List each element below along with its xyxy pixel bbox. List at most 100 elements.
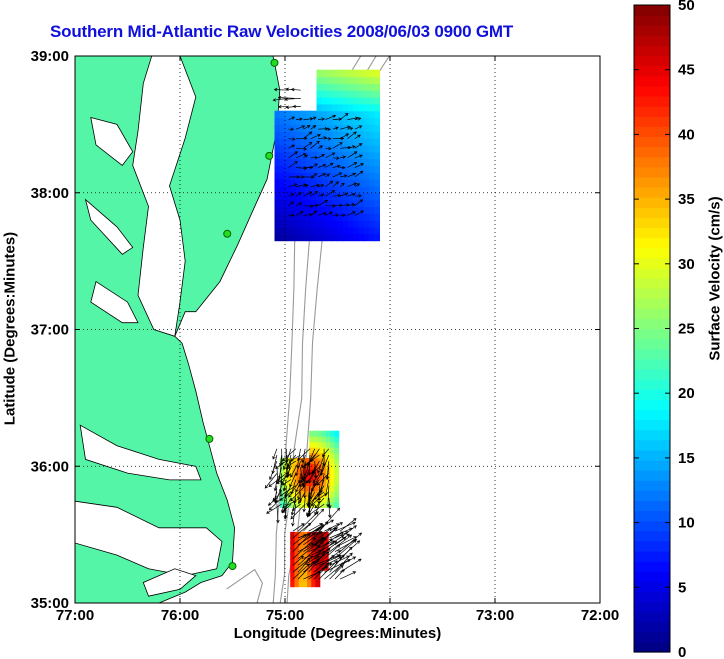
velocity-cell [306, 233, 312, 242]
colorbar-band [634, 308, 670, 319]
velocity-cell [290, 158, 296, 166]
velocity-cell [369, 131, 375, 139]
velocity-arrow [282, 479, 287, 492]
velocity-arrow [291, 503, 301, 511]
velocity-cell [296, 501, 302, 508]
velocity-cell [305, 490, 310, 497]
velocity-cell [285, 220, 291, 228]
velocity-cell [274, 233, 281, 242]
velocity-cell [321, 199, 328, 207]
velocity-cell [369, 158, 375, 166]
velocity-cell [311, 192, 317, 201]
velocity-cell [358, 138, 365, 146]
velocity-cell [311, 570, 317, 577]
velocity-cell [330, 452, 335, 459]
velocity-cell [311, 172, 317, 180]
velocity-cell [363, 213, 370, 221]
velocity-cell [300, 151, 307, 160]
velocity-cell [311, 158, 317, 166]
velocity-cell [295, 233, 302, 242]
colorbar-band [634, 207, 670, 218]
velocity-cell [315, 559, 321, 566]
velocity-cell [315, 570, 321, 577]
velocity-cell [334, 463, 340, 470]
velocity-cell [369, 83, 375, 91]
velocity-cell [348, 165, 354, 173]
velocity-arrow [317, 479, 325, 497]
velocity-cell [321, 76, 328, 84]
velocity-arrow [292, 555, 304, 566]
velocity-arrow [325, 180, 334, 187]
velocity-arrow [288, 127, 295, 132]
velocity-cell [353, 131, 359, 139]
velocity-arrow [303, 141, 313, 149]
velocity-cell [358, 165, 365, 173]
velocity-arrow [272, 448, 278, 460]
velocity-cell [353, 103, 359, 112]
velocity-cell [290, 110, 296, 119]
velocity-arrow [288, 137, 296, 141]
velocity-cell [317, 485, 323, 492]
velocity-cell [332, 192, 338, 201]
velocity-cell [374, 90, 380, 98]
velocity-cell [313, 490, 319, 497]
velocity-cell [279, 199, 286, 207]
velocity-arrow [295, 202, 303, 207]
velocity-cell [311, 226, 317, 235]
velocity-cell [306, 172, 312, 180]
velocity-cell [294, 575, 300, 582]
velocity-cell [300, 233, 307, 242]
velocity-cell [311, 581, 317, 588]
velocity-cell [363, 69, 370, 78]
velocity-arrow [354, 183, 361, 187]
velocity-cell [327, 179, 333, 187]
velocity-arrow [303, 531, 323, 546]
colorbar-band [634, 15, 670, 26]
velocity-cell [363, 179, 370, 187]
velocity-cell [327, 90, 333, 98]
velocity-cell [305, 485, 310, 492]
velocity-cell [374, 179, 380, 187]
colorbar-band [634, 35, 670, 47]
velocity-arrow [310, 155, 319, 160]
velocity-cell [337, 124, 344, 132]
velocity-cell [306, 220, 312, 228]
colorbar-band [634, 358, 670, 370]
velocity-cell [279, 474, 285, 481]
velocity-cell [300, 496, 306, 503]
velocity-arrow [319, 473, 325, 494]
velocity-arrow [310, 183, 321, 188]
colorbar-band [634, 368, 670, 380]
velocity-cell [326, 458, 331, 465]
velocity-cell [342, 179, 349, 187]
velocity-arrow [310, 163, 319, 168]
colorbar-band [634, 459, 670, 471]
velocity-arrow [310, 190, 319, 197]
velocity-cell [321, 192, 328, 201]
velocity-arrow [277, 95, 295, 100]
velocity-cell [321, 117, 328, 125]
velocity-arrow [318, 126, 329, 131]
velocity-arrow [313, 565, 328, 580]
velocity-arrow [339, 525, 357, 539]
velocity-cell [374, 172, 380, 180]
velocity-cell [321, 165, 328, 173]
velocity-cell [300, 501, 306, 508]
velocity-cell [313, 485, 319, 492]
velocity-cell [285, 199, 291, 207]
velocity-cell [279, 110, 286, 119]
velocity-arrow [298, 491, 306, 505]
velocity-cell [348, 179, 354, 187]
velocity-cell [285, 172, 291, 180]
velocity-cell [330, 430, 335, 437]
colorbar-band [634, 409, 670, 421]
velocity-cell [288, 469, 293, 476]
velocity-arrow [339, 192, 349, 197]
velocity-cell [332, 69, 338, 78]
velocity-cell [348, 220, 354, 228]
velocity-cell [315, 564, 321, 571]
velocity-cell [300, 124, 307, 132]
velocity-cell [290, 213, 296, 221]
colorbar-band [634, 156, 670, 168]
